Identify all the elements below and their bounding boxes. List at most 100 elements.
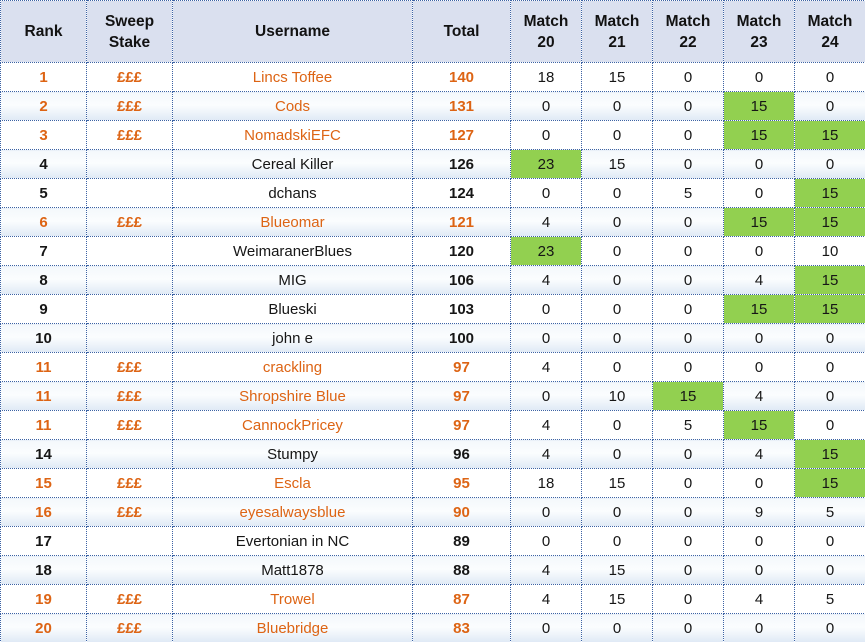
match-21-cell: 0 — [581, 236, 653, 266]
column-header-line1: Rank — [24, 23, 63, 40]
match-21-cell: 0 — [581, 613, 653, 642]
column-header-line2: Stake — [108, 33, 151, 51]
username-cell: Blueski — [172, 294, 413, 324]
match-22-cell: 0 — [652, 468, 724, 498]
match-23-cell: 0 — [723, 62, 795, 92]
match-21-cell: 15 — [581, 62, 653, 92]
match-21-cell: 0 — [581, 352, 653, 382]
match-23-cell: 4 — [723, 381, 795, 411]
rank-cell: 18 — [0, 555, 87, 585]
match-20-cell: 0 — [510, 323, 582, 353]
sweep-stake-cell — [86, 178, 173, 208]
rank-cell: 3 — [0, 120, 87, 150]
match-24-cell: 10 — [794, 236, 865, 266]
match-20-cell: 0 — [510, 497, 582, 527]
sweep-stake-cell: £££ — [86, 381, 173, 411]
sweep-stake-cell — [86, 265, 173, 295]
match-24-cell: 5 — [794, 584, 865, 614]
table-row: 19 £££ Trowel 87 4 15 0 4 5 — [0, 584, 865, 614]
rank-cell: 9 — [0, 294, 87, 324]
match-20-cell: 18 — [510, 468, 582, 498]
total-cell: 121 — [412, 207, 511, 237]
total-cell: 127 — [412, 120, 511, 150]
match-24-cell: 0 — [794, 555, 865, 585]
match-24-cell: 0 — [794, 323, 865, 353]
total-cell: 100 — [412, 323, 511, 353]
column-header-line1: Total — [443, 23, 480, 40]
total-cell: 97 — [412, 381, 511, 411]
match-24-cell: 15 — [794, 265, 865, 295]
total-cell: 83 — [412, 613, 511, 642]
column-header-line1: Match — [594, 12, 640, 30]
column-header-match-21: Match 21 — [581, 0, 653, 63]
table-row: 15 £££ Escla 95 18 15 0 0 15 — [0, 468, 865, 498]
total-cell: 95 — [412, 468, 511, 498]
match-23-cell: 0 — [723, 236, 795, 266]
username-cell: dchans — [172, 178, 413, 208]
match-22-cell: 0 — [652, 352, 724, 382]
table-row: 14 Stumpy 96 4 0 0 4 15 — [0, 439, 865, 469]
total-cell: 96 — [412, 439, 511, 469]
match-22-cell: 0 — [652, 207, 724, 237]
match-21-cell: 15 — [581, 555, 653, 585]
match-22-cell: 0 — [652, 555, 724, 585]
match-20-cell: 0 — [510, 526, 582, 556]
table-header: Rank Sweep Stake Username Total Match 20 Match 2… — [0, 0, 865, 63]
column-header-line2: 22 — [679, 33, 697, 51]
match-20-cell: 0 — [510, 613, 582, 642]
match-22-cell: 0 — [652, 265, 724, 295]
table-row: 16 £££ eyesalwaysblue 90 0 0 0 9 5 — [0, 497, 865, 527]
column-header-match-23: Match 23 — [723, 0, 795, 63]
match-21-cell: 0 — [581, 91, 653, 121]
total-cell: 87 — [412, 584, 511, 614]
match-22-cell: 0 — [652, 497, 724, 527]
table-row: 10 john e 100 0 0 0 0 0 — [0, 323, 865, 353]
username-cell: Stumpy — [172, 439, 413, 469]
match-24-cell: 0 — [794, 526, 865, 556]
username-cell: Matt1878 — [172, 555, 413, 585]
rank-cell: 15 — [0, 468, 87, 498]
username-cell: Bluebridge — [172, 613, 413, 642]
match-23-cell: 15 — [723, 410, 795, 440]
column-header-match-20: Match 20 — [510, 0, 582, 63]
rank-cell: 8 — [0, 265, 87, 295]
table-row: 17 Evertonian in NC 89 0 0 0 0 0 — [0, 526, 865, 556]
match-23-cell: 0 — [723, 178, 795, 208]
match-21-cell: 0 — [581, 265, 653, 295]
rank-cell: 1 — [0, 62, 87, 92]
total-cell: 89 — [412, 526, 511, 556]
match-22-cell: 0 — [652, 236, 724, 266]
table-row: 8 MIG 106 4 0 0 4 15 — [0, 265, 865, 295]
rank-cell: 11 — [0, 352, 87, 382]
match-22-cell: 0 — [652, 439, 724, 469]
match-23-cell: 4 — [723, 439, 795, 469]
table-row: 11 £££ Shropshire Blue 97 0 10 15 4 0 — [0, 381, 865, 411]
column-header-match-22: Match 22 — [652, 0, 724, 63]
total-cell: 103 — [412, 294, 511, 324]
column-header-username: Username — [172, 0, 413, 63]
sweep-stake-cell: £££ — [86, 352, 173, 382]
column-header-rank: Rank — [0, 0, 87, 63]
sweep-stake-cell — [86, 526, 173, 556]
sweep-stake-cell — [86, 294, 173, 324]
column-header-line1: Match — [523, 12, 569, 30]
match-23-cell: 0 — [723, 555, 795, 585]
sweep-stake-cell — [86, 555, 173, 585]
match-24-cell: 0 — [794, 62, 865, 92]
sweep-stake-cell — [86, 439, 173, 469]
match-21-cell: 15 — [581, 468, 653, 498]
sweep-stake-cell: £££ — [86, 468, 173, 498]
match-20-cell: 4 — [510, 410, 582, 440]
column-header-line1: Match — [807, 12, 853, 30]
sweep-stake-cell — [86, 149, 173, 179]
match-24-cell: 15 — [794, 120, 865, 150]
sweep-stake-cell: £££ — [86, 91, 173, 121]
match-23-cell: 4 — [723, 584, 795, 614]
match-21-cell: 0 — [581, 439, 653, 469]
total-cell: 124 — [412, 178, 511, 208]
match-20-cell: 4 — [510, 207, 582, 237]
rank-cell: 17 — [0, 526, 87, 556]
match-20-cell: 23 — [510, 236, 582, 266]
total-cell: 97 — [412, 352, 511, 382]
